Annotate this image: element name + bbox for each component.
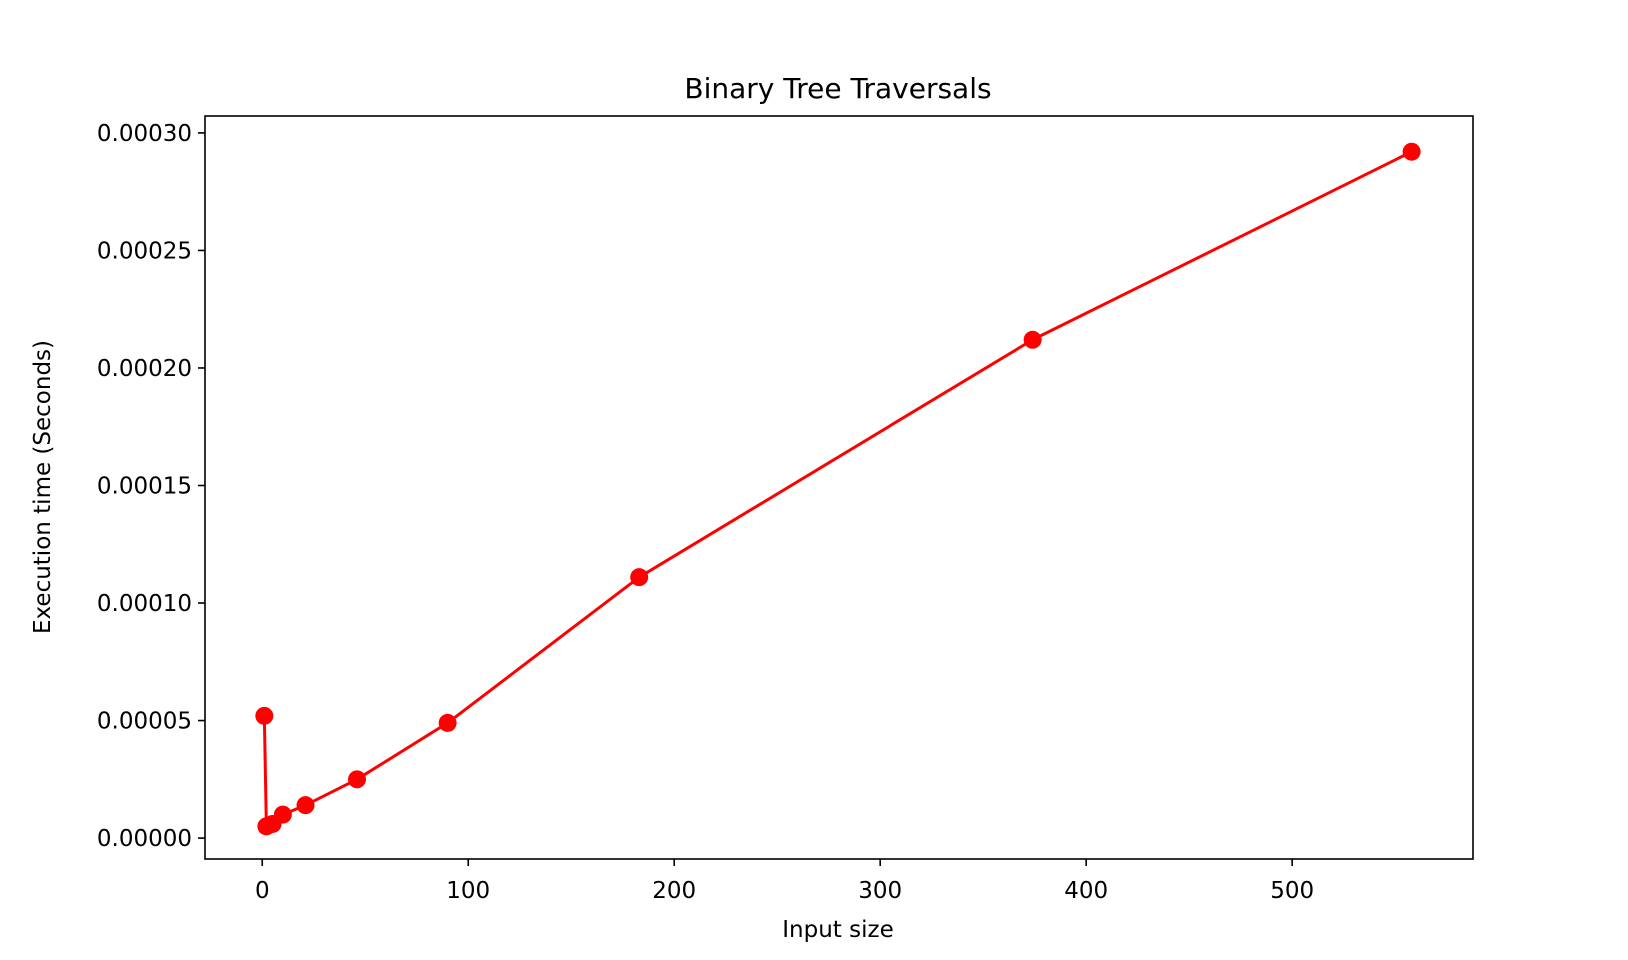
y-tick-label-4: 0.00020 (97, 356, 192, 382)
data-point-6 (438, 713, 457, 732)
x-tick-label-1: 100 (446, 878, 490, 904)
data-point-7 (630, 568, 649, 587)
y-tick-label-0: 0.00000 (97, 826, 192, 852)
y-tick-label-2: 0.00010 (97, 591, 192, 617)
x-tick-label-0: 0 (255, 878, 270, 904)
data-point-8 (1023, 330, 1042, 349)
y-axis-label: Execution time (Seconds) (30, 340, 56, 634)
y-tick-label-3: 0.00015 (97, 474, 192, 500)
y-tick-label-6: 0.00030 (97, 121, 192, 147)
x-axis-label: Input size (782, 917, 893, 943)
data-point-0 (255, 706, 274, 725)
chart-title: Binary Tree Traversals (684, 72, 991, 105)
data-point-4 (296, 796, 315, 815)
data-point-3 (273, 805, 292, 824)
y-tick-label-1: 0.00005 (97, 709, 192, 735)
plot-frame (204, 115, 1474, 860)
x-tick-label-2: 200 (652, 878, 696, 904)
y-tick-label-5: 0.00025 (97, 238, 192, 264)
data-point-5 (348, 770, 367, 789)
data-point-9 (1402, 142, 1421, 161)
x-tick-label-3: 300 (858, 878, 902, 904)
x-tick-label-4: 400 (1064, 878, 1108, 904)
x-tick-label-5: 500 (1270, 878, 1314, 904)
